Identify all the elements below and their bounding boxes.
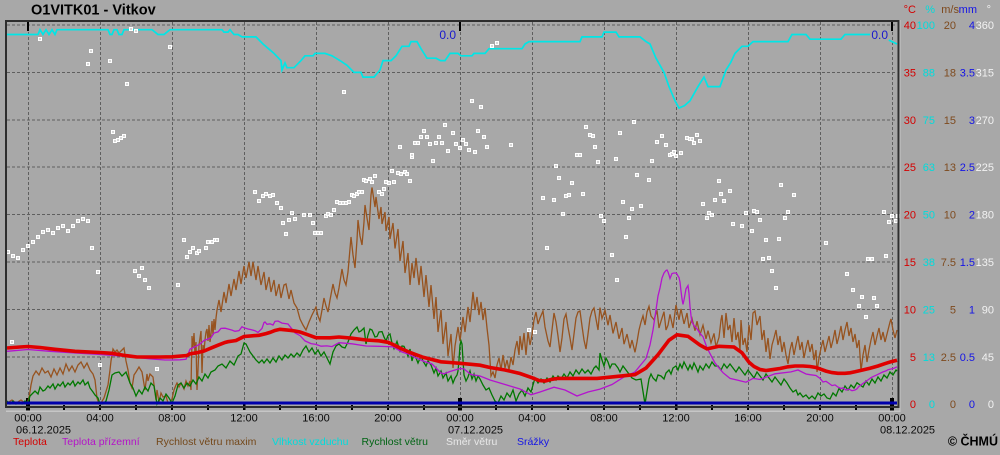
svg-text:12:00: 12:00 [662,413,690,425]
svg-text:Teplota: Teplota [13,436,47,448]
svg-text:20:00: 20:00 [374,413,402,425]
svg-text:08:00: 08:00 [590,413,618,425]
svg-text:270: 270 [976,115,994,127]
svg-text:135: 135 [976,257,994,269]
svg-text:2.5: 2.5 [960,162,975,174]
svg-text:08.12.2025: 08.12.2025 [880,425,935,437]
svg-text:00:00: 00:00 [446,413,474,425]
svg-text:0: 0 [910,399,916,411]
svg-text:0: 0 [950,399,956,411]
svg-text:75: 75 [923,115,935,127]
svg-text:00:00: 00:00 [878,413,906,425]
svg-text:1: 1 [969,304,975,316]
svg-text:mm: mm [959,4,977,16]
svg-text:0.0: 0.0 [871,28,888,42]
svg-text:3.5: 3.5 [960,67,975,79]
svg-text:Rychlost větru maxim: Rychlost větru maxim [156,436,257,448]
svg-text:4: 4 [969,20,975,32]
svg-text:18: 18 [944,67,956,79]
svg-text:63: 63 [923,162,935,174]
svg-text:13: 13 [944,162,956,174]
svg-text:360: 360 [976,20,994,32]
svg-text:15: 15 [904,257,916,269]
svg-text:88: 88 [923,67,935,79]
svg-text:10: 10 [944,210,956,222]
svg-text:10: 10 [904,304,916,316]
svg-text:°: ° [987,4,991,16]
svg-text:45: 45 [982,352,994,364]
svg-text:© ČHMÚ: © ČHMÚ [948,434,998,449]
svg-text:Teplota přízemní: Teplota přízemní [62,436,140,448]
svg-text:Rychlost větru: Rychlost větru [362,436,429,448]
svg-text:16:00: 16:00 [734,413,762,425]
svg-text:2: 2 [969,210,975,222]
svg-text:5: 5 [910,352,916,364]
svg-text:16:00: 16:00 [302,413,330,425]
svg-text:50: 50 [923,210,935,222]
svg-text:0: 0 [929,399,935,411]
svg-text:20:00: 20:00 [806,413,834,425]
svg-text:3: 3 [969,115,975,127]
svg-text:315: 315 [976,67,994,79]
svg-text:Směr větru: Směr větru [446,436,498,448]
svg-text:25: 25 [904,162,916,174]
svg-text:Srážky: Srážky [517,436,550,448]
svg-text:1.5: 1.5 [960,257,975,269]
svg-text:5: 5 [950,304,956,316]
svg-text:35: 35 [904,67,916,79]
svg-text:20: 20 [904,210,916,222]
svg-text:30: 30 [904,115,916,127]
svg-text:%: % [925,4,935,16]
svg-text:13: 13 [923,352,935,364]
svg-text:04:00: 04:00 [518,413,546,425]
svg-text:O1VITK01 - Vitkov: O1VITK01 - Vitkov [31,3,156,19]
svg-text:12:00: 12:00 [230,413,258,425]
svg-text:0: 0 [969,399,975,411]
svg-text:06.12.2025: 06.12.2025 [16,425,71,437]
svg-text:00:00: 00:00 [14,413,42,425]
svg-text:100: 100 [917,20,935,32]
svg-text:07.12.2025: 07.12.2025 [448,425,503,437]
svg-text:0: 0 [988,399,994,411]
svg-text:m/s: m/s [941,4,959,16]
svg-text:25: 25 [923,304,935,316]
svg-text:°C: °C [904,4,916,16]
svg-text:08:00: 08:00 [158,413,186,425]
svg-text:38: 38 [923,257,935,269]
svg-text:40: 40 [904,20,916,32]
svg-text:20: 20 [944,20,956,32]
svg-text:Vlhkost vzduchu: Vlhkost vzduchu [272,436,349,448]
svg-text:225: 225 [976,162,994,174]
svg-text:90: 90 [982,304,994,316]
svg-text:180: 180 [976,210,994,222]
svg-text:04:00: 04:00 [86,413,114,425]
svg-text:2.5: 2.5 [941,352,956,364]
svg-text:0.5: 0.5 [960,352,975,364]
svg-text:15: 15 [944,115,956,127]
svg-text:7.5: 7.5 [941,257,956,269]
svg-text:0.0: 0.0 [439,28,456,42]
